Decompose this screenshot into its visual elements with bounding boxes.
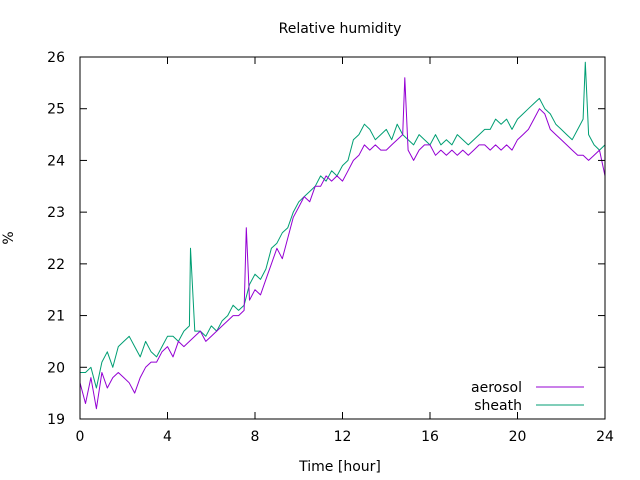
y-tick-label: 25 [47,102,65,118]
y-tick-label: 20 [47,360,65,376]
legend: aerosol sheath [471,380,584,414]
x-tick-label: 24 [596,429,614,445]
x-tick-label: 4 [163,429,172,445]
y-tick-label: 26 [47,50,65,66]
tick-layer: 0 4 8 12 16 20 24 19 20 21 22 23 24 25 26 [47,50,614,445]
x-tick-label: 0 [76,429,85,445]
y-tick-label: 23 [47,205,65,221]
legend-label-sheath: sheath [474,398,522,414]
chart-title: Relative humidity [279,21,402,37]
legend-label-aerosol: aerosol [471,380,522,396]
series-line-aerosol [79,77,606,410]
plot-frame [79,56,606,420]
y-tick-label: 19 [47,412,65,428]
y-tick-label: 22 [47,257,65,273]
y-tick-label: 21 [47,309,65,325]
series-line-sheath [80,61,606,389]
y-tick-label: 24 [47,153,65,169]
y-axis-label: % [1,231,17,244]
x-tick-label: 12 [334,429,352,445]
series-layer [79,61,606,410]
x-tick-label: 20 [509,429,527,445]
x-tick-label: 16 [421,429,439,445]
x-axis-label: Time [hour] [298,459,381,475]
x-tick-label: 8 [251,429,260,445]
